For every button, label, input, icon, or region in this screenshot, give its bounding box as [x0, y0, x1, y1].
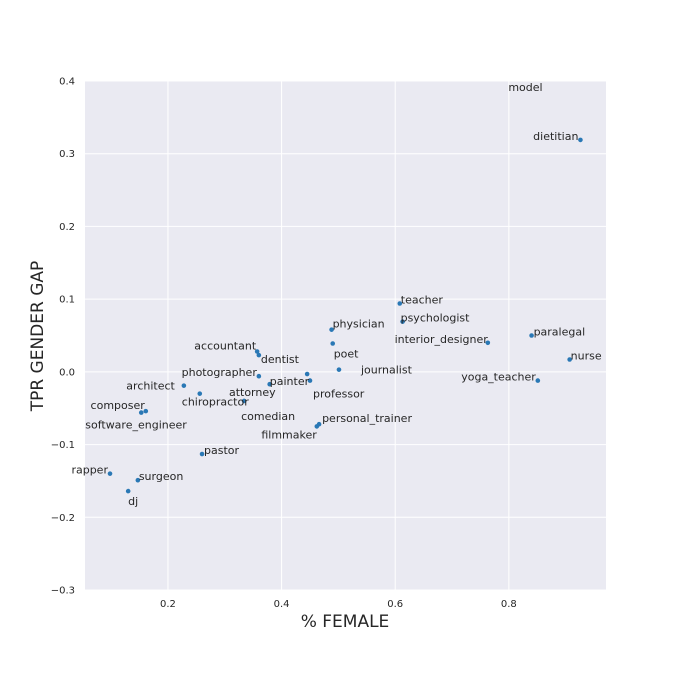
y-tick-label: 0.4: [59, 77, 75, 88]
point-label: dj: [128, 495, 138, 508]
point: [256, 373, 262, 379]
point: [330, 341, 336, 346]
point-label: psychologist: [401, 312, 471, 325]
point: [181, 383, 187, 388]
point: [485, 340, 491, 346]
point: [199, 451, 205, 457]
point: [397, 301, 403, 306]
point-label: pastor: [204, 444, 239, 457]
point: [329, 327, 334, 332]
point: [135, 477, 141, 483]
point-label: chiropractor: [182, 396, 249, 409]
point: [197, 391, 203, 396]
points: [107, 71, 583, 494]
point-label: paralegal: [534, 326, 586, 339]
y-tick-label: −0.2: [51, 513, 75, 524]
point: [254, 349, 260, 354]
point-label: journalist: [360, 364, 413, 377]
x-tick-label: 0.6: [387, 599, 403, 610]
x-tick-label: 0.2: [160, 599, 176, 610]
point-label: filmmaker: [261, 428, 317, 441]
point: [567, 357, 572, 362]
point-labels: dietitian teacher psychologist physician int…: [71, 81, 601, 508]
point: [241, 398, 247, 404]
point-label: dentist: [261, 353, 300, 366]
y-axis-label: TPR GENDER GAP: [28, 261, 48, 413]
y-tick-label: 0.2: [59, 222, 75, 233]
point-label: composer: [91, 399, 146, 412]
grid: [85, 80, 606, 591]
point-label: dietitian: [533, 130, 578, 143]
point: [578, 137, 583, 143]
point-label: nurse: [571, 349, 602, 362]
x-tick-label: 0.4: [274, 599, 290, 610]
y-tick-label: 0.0: [59, 367, 75, 378]
x-tick-label: 0.8: [501, 599, 517, 610]
point-label: architect: [126, 380, 175, 393]
point-label: physician: [333, 318, 385, 331]
point-label: comedian: [241, 410, 295, 423]
point-label: interior_designer: [395, 333, 489, 346]
point: [546, 71, 551, 76]
point: [138, 410, 144, 415]
point-label: poet: [334, 347, 359, 360]
point-label: model: [508, 81, 542, 94]
point-label: rapper: [71, 464, 108, 477]
point: [535, 378, 541, 383]
point-label: yoga_teacher: [461, 371, 536, 384]
point: [107, 471, 113, 476]
y-tick-label: 0.1: [59, 295, 75, 306]
y-tick-label: 0.3: [59, 149, 75, 160]
point: [336, 367, 342, 372]
point-label: painter: [270, 375, 310, 388]
y-tick-label: −0.1: [51, 440, 75, 451]
point-label: accountant: [194, 339, 257, 352]
point: [400, 319, 405, 324]
point-label: photographer: [182, 366, 258, 379]
point: [314, 424, 320, 429]
point-label: attorney: [229, 386, 276, 399]
x-axis-label: % FEMALE: [301, 612, 390, 632]
point: [304, 371, 310, 377]
point: [256, 352, 262, 358]
point-label: professor: [313, 388, 365, 401]
point: [529, 333, 534, 338]
point-label: personal_trainer: [322, 412, 412, 425]
point: [125, 488, 131, 494]
point-label: teacher: [401, 294, 444, 307]
point: [143, 408, 149, 414]
point-label: software_engineer: [85, 419, 187, 432]
plot-area: [85, 81, 606, 590]
point-label: surgeon: [139, 470, 184, 483]
point: [307, 378, 313, 383]
y-tick-label: −0.3: [51, 586, 75, 597]
point: [267, 381, 272, 387]
